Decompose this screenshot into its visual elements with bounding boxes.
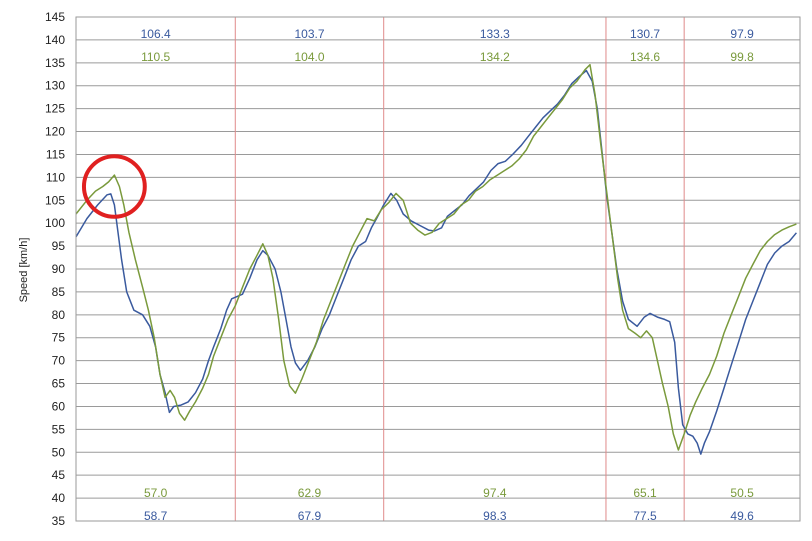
segment-5-blue-min-label: 49.6: [730, 509, 754, 523]
y-tick-135: 135: [45, 56, 65, 70]
segment-1-green-max-label: 110.5: [141, 50, 170, 64]
y-tick-60: 60: [52, 399, 66, 413]
segment-2-blue-min-label: 67.9: [298, 509, 322, 523]
y-tick-110: 110: [46, 170, 65, 184]
y-tick-75: 75: [52, 331, 66, 345]
y-tick-145: 145: [45, 10, 65, 24]
y-tick-90: 90: [52, 262, 66, 276]
segment-2-green-min-label: 62.9: [298, 486, 322, 500]
segment-labels: 106.4 110.5 57.0 58.7 103.7 104.0 62.9 67.9 133.…: [141, 27, 754, 523]
series-line-blue: [75, 69, 797, 455]
segment-4-blue-max-label: 130.7: [630, 27, 660, 41]
segment-5-green-max-label: 99.8: [730, 50, 754, 64]
y-tick-70: 70: [52, 354, 66, 368]
segment-4-blue-min-label: 77.5: [633, 509, 657, 523]
horizontal-gridlines: [76, 16, 800, 522]
y-tick-50: 50: [52, 445, 66, 459]
y-tick-85: 85: [52, 285, 66, 299]
segment-3-green-min-label: 97.4: [483, 486, 507, 500]
segment-4-green-max-label: 134.6: [630, 50, 660, 64]
plot-frame: [75, 16, 801, 522]
y-tick-125: 125: [45, 102, 65, 116]
segment-5-green-min-label: 50.5: [730, 486, 754, 500]
y-tick-120: 120: [45, 125, 65, 139]
series-line-green: [75, 63, 797, 451]
y-tick-140: 140: [45, 33, 65, 47]
y-tick-40: 40: [52, 491, 66, 505]
y-tick-105: 105: [45, 193, 65, 207]
y-tick-65: 65: [52, 377, 66, 391]
segment-1-blue-max-label: 106.4: [141, 27, 171, 41]
y-tick-45: 45: [52, 468, 66, 482]
segment-2-blue-max-label: 103.7: [294, 27, 324, 41]
y-tick-35: 35: [52, 514, 66, 528]
segment-dividers: [234, 17, 685, 521]
segment-2-green-max-label: 104.0: [294, 50, 324, 64]
y-axis-label: Speed [km/h]: [18, 238, 30, 303]
segment-3-green-max-label: 134.2: [480, 50, 510, 64]
y-tick-labels: 35 40 45 50 55 60 65 70 75 80 85 90 95 100 105 110 115 12…: [45, 10, 65, 528]
y-tick-130: 130: [45, 79, 65, 93]
segment-1-green-min-label: 57.0: [144, 486, 168, 500]
segment-3-blue-min-label: 98.3: [483, 509, 507, 523]
segment-3-blue-max-label: 133.3: [480, 27, 510, 41]
segment-5-blue-max-label: 97.9: [730, 27, 754, 41]
segment-1-blue-min-label: 58.7: [144, 509, 168, 523]
y-tick-115: 115: [46, 147, 65, 161]
series-lines: [75, 63, 797, 455]
highlight-circle: [81, 154, 147, 219]
annotations: [81, 154, 147, 219]
y-tick-100: 100: [45, 216, 65, 230]
y-tick-55: 55: [52, 422, 66, 436]
y-tick-80: 80: [52, 308, 66, 322]
y-tick-95: 95: [52, 239, 66, 253]
segment-4-green-min-label: 65.1: [633, 486, 657, 500]
